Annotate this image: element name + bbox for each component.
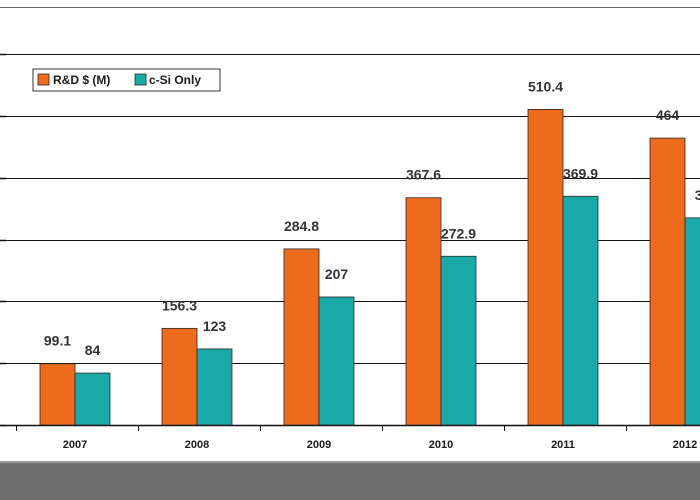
data-label-rd: 99.1 <box>44 333 71 349</box>
x-tick-label: 2009 <box>307 439 331 451</box>
legend-swatch-csi <box>134 73 147 86</box>
data-labels: 99.1 84 156.3 123 284.8 207 367.6 272.9 510.4 369… <box>44 78 700 358</box>
bar-csi <box>196 348 233 426</box>
bottom-band-edge <box>0 461 700 463</box>
legend-box <box>32 68 221 92</box>
bar-rd <box>39 363 76 426</box>
top-border-line <box>0 7 700 8</box>
data-label-csi: 207 <box>325 266 349 282</box>
x-tick-label: 2011 <box>551 439 575 451</box>
data-label-rd: 284.8 <box>284 218 319 234</box>
legend-label-csi: c-Si Only <box>149 73 201 87</box>
bar-csi <box>318 296 355 426</box>
bar-rd <box>405 197 442 426</box>
bar-csi <box>562 195 599 426</box>
bar-rd <box>161 327 198 426</box>
x-axis: 2007 2008 2009 2010 2011 2012 <box>16 425 697 451</box>
data-label-rd: 367.6 <box>406 167 441 183</box>
data-label-csi: 123 <box>203 318 227 334</box>
data-label-rd: 464 <box>656 107 680 123</box>
bar-rd <box>649 137 686 426</box>
bar-csi <box>440 255 477 426</box>
x-tick-label: 2007 <box>63 439 87 451</box>
bottom-frame-band <box>0 463 700 500</box>
data-label-csi: 84 <box>85 342 101 358</box>
data-label-csi: 272.9 <box>441 225 476 241</box>
bar-csi <box>684 217 700 426</box>
x-tick-label: 2008 <box>185 439 209 451</box>
legend: R&D $ (M) c-Si Only <box>32 68 221 92</box>
x-tick-label: 2010 <box>429 439 453 451</box>
bar-csi <box>74 372 111 426</box>
bar-rd <box>283 248 320 426</box>
legend-swatch-rd <box>37 73 50 86</box>
x-tick-label: 2012 <box>673 439 697 451</box>
legend-label-rd: R&D $ (M) <box>53 73 110 87</box>
bar-rd <box>527 109 564 426</box>
data-label-rd: 156.3 <box>162 297 197 313</box>
bars <box>39 109 700 426</box>
data-label-csi: 33 <box>695 187 700 203</box>
data-label-rd: 510.4 <box>528 78 563 94</box>
data-label-csi: 369.9 <box>563 165 598 181</box>
